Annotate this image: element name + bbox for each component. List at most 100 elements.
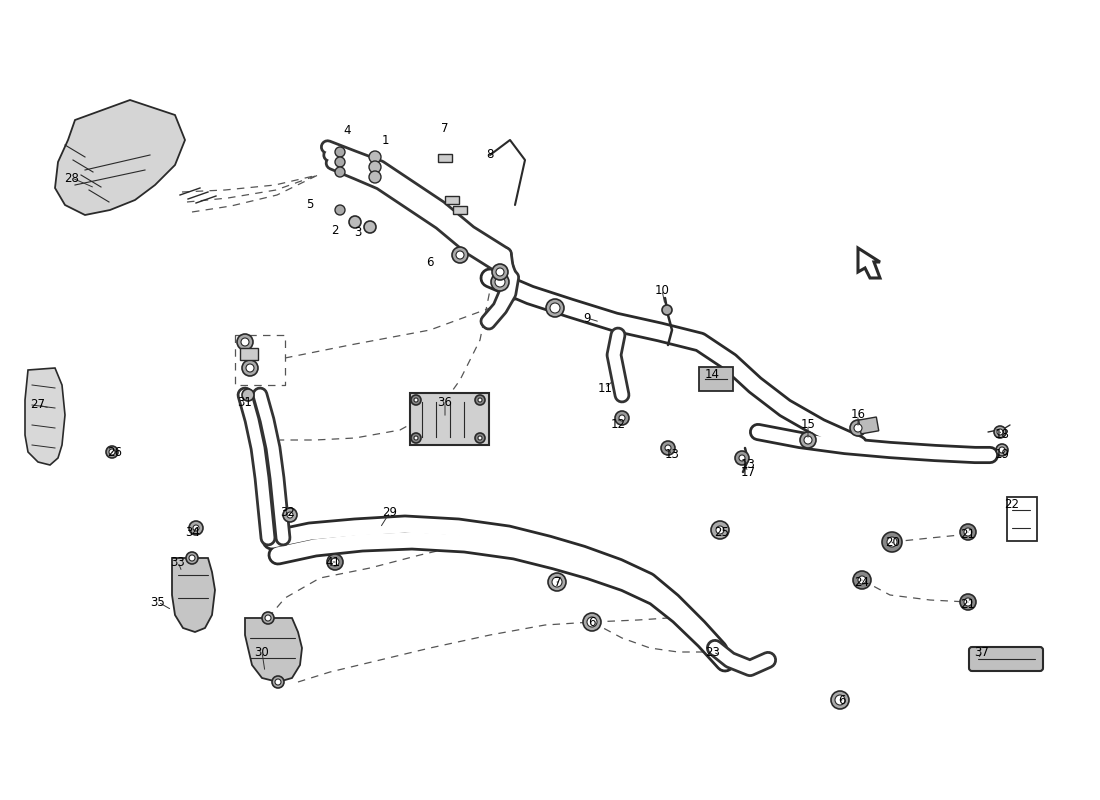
Circle shape [246,364,254,372]
Text: 13: 13 [740,458,756,471]
Text: 37: 37 [975,646,989,658]
Circle shape [186,552,198,564]
FancyBboxPatch shape [410,393,490,445]
Bar [240,348,258,360]
Circle shape [666,445,671,451]
Text: 29: 29 [383,506,397,518]
Text: 24: 24 [855,577,869,590]
Text: 19: 19 [994,449,1010,462]
Circle shape [478,398,482,402]
Text: 1: 1 [382,134,388,146]
Circle shape [583,613,601,631]
Circle shape [336,147,345,157]
Text: 10: 10 [654,283,670,297]
Text: 15: 15 [801,418,815,431]
Circle shape [835,695,845,705]
Circle shape [716,526,724,534]
Circle shape [550,303,560,313]
Circle shape [711,521,729,539]
Circle shape [368,151,381,163]
FancyBboxPatch shape [969,647,1043,671]
Circle shape [272,676,284,688]
FancyBboxPatch shape [698,367,733,391]
Circle shape [192,525,199,531]
Text: 34: 34 [186,526,200,538]
Circle shape [996,444,1008,456]
Circle shape [109,449,116,455]
Circle shape [275,679,280,685]
Polygon shape [25,368,65,465]
Text: 18: 18 [994,429,1010,442]
Circle shape [262,612,274,624]
Circle shape [852,571,871,589]
Circle shape [414,398,418,402]
Text: 26: 26 [108,446,122,458]
Circle shape [336,157,345,167]
Text: 7: 7 [554,575,562,589]
Circle shape [739,455,745,461]
Circle shape [336,205,345,215]
Circle shape [189,521,204,535]
Circle shape [804,436,812,444]
Circle shape [615,411,629,425]
Circle shape [336,167,345,177]
Text: 31: 31 [238,395,252,409]
Circle shape [548,573,566,591]
Circle shape [236,334,253,350]
Text: 21: 21 [960,598,976,611]
Circle shape [475,433,485,443]
Text: 33: 33 [170,555,186,569]
Circle shape [327,554,343,570]
Text: 16: 16 [850,409,866,422]
Circle shape [854,424,862,432]
Text: 20: 20 [886,537,901,550]
Circle shape [106,446,118,458]
Bar [438,154,452,162]
Bar [453,206,468,214]
Circle shape [661,441,675,455]
Text: 25: 25 [715,526,729,538]
Circle shape [964,598,972,606]
Text: 28: 28 [65,171,79,185]
Circle shape [456,251,464,259]
Circle shape [368,161,381,173]
Text: 4: 4 [343,123,351,137]
Bar [446,196,459,204]
Circle shape [492,264,508,280]
Circle shape [735,451,749,465]
Bar [859,417,879,434]
Circle shape [242,360,258,376]
Text: 13: 13 [664,449,680,462]
Circle shape [882,532,902,552]
Circle shape [619,415,625,421]
Circle shape [283,508,297,522]
Circle shape [887,537,896,547]
Polygon shape [172,558,214,632]
Circle shape [242,389,254,401]
Circle shape [331,558,339,566]
Circle shape [287,512,293,518]
Circle shape [994,426,1006,438]
Circle shape [960,524,976,540]
Circle shape [495,277,505,287]
Circle shape [241,338,249,346]
Text: 14: 14 [704,369,719,382]
Circle shape [368,171,381,183]
Circle shape [475,395,485,405]
Text: 21: 21 [960,529,976,542]
Polygon shape [245,618,302,682]
Text: 5: 5 [306,198,313,211]
Text: 17: 17 [740,466,756,478]
Circle shape [662,305,672,315]
Text: 3: 3 [354,226,362,238]
Text: 6: 6 [427,255,433,269]
Circle shape [189,555,195,561]
Circle shape [850,420,866,436]
Text: 30: 30 [254,646,270,658]
Circle shape [800,432,816,448]
Circle shape [964,528,972,536]
Circle shape [265,615,271,621]
Text: 22: 22 [1004,498,1020,511]
Text: 8: 8 [486,149,494,162]
Circle shape [414,436,418,440]
